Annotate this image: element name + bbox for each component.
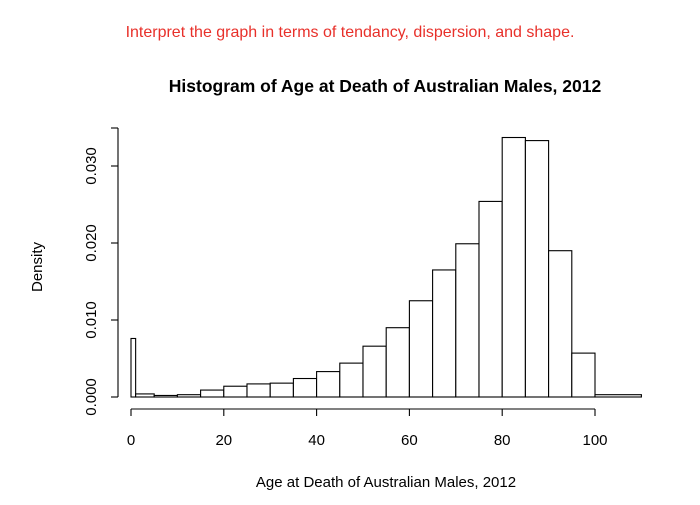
histogram-bar-2 <box>153 394 178 398</box>
x-tick-label-4: 80 <box>494 432 511 449</box>
histogram-bar-18 <box>524 140 550 398</box>
x-tick-label-1: 20 <box>215 432 232 449</box>
histogram-bar-5 <box>223 385 248 398</box>
histogram-bar-14 <box>432 269 457 398</box>
histogram-bar-17 <box>501 136 526 398</box>
histogram-bars <box>130 136 642 398</box>
histogram-bar-1 <box>135 393 155 398</box>
histogram-bar-8 <box>292 377 318 398</box>
histogram-bar-11 <box>362 345 387 398</box>
x-tick-label-3: 60 <box>401 432 418 449</box>
y-tick-label-0: 0.000 <box>83 378 100 416</box>
chart-title: Histogram of Age at Death of Australian … <box>169 76 602 96</box>
histogram-bar-21 <box>594 394 642 398</box>
y-axis: 0.000 0.010 0.020 0.030 <box>83 127 119 416</box>
histogram-bar-6 <box>246 383 271 398</box>
x-tick-label-5: 100 <box>582 432 607 449</box>
x-axis-label: Age at Death of Australian Males, 2012 <box>256 474 516 491</box>
x-tick-label-2: 40 <box>308 432 325 449</box>
histogram-bar-0 <box>130 337 137 398</box>
histogram-bar-12 <box>385 327 410 398</box>
histogram-bar-20 <box>571 352 596 398</box>
histogram-bar-7 <box>269 382 294 398</box>
instruction-text: Interpret the graph in terms of tendancy… <box>125 24 575 41</box>
x-tick-label-0: 0 <box>127 432 135 449</box>
histogram-bar-10 <box>339 362 364 398</box>
histogram-bar-9 <box>316 371 341 398</box>
y-axis-label: Density <box>29 241 46 292</box>
histogram-bar-19 <box>548 250 573 398</box>
histogram-bar-13 <box>408 300 434 398</box>
y-tick-label-1: 0.010 <box>83 301 100 339</box>
histogram-bar-4 <box>200 389 225 398</box>
y-tick-label-3: 0.030 <box>83 147 100 185</box>
histogram-bar-3 <box>176 394 202 398</box>
y-tick-label-2: 0.020 <box>83 224 100 262</box>
histogram-bar-15 <box>455 243 480 398</box>
x-axis: 0 20 40 60 80 100 <box>127 408 608 449</box>
histogram-bar-16 <box>478 200 503 398</box>
